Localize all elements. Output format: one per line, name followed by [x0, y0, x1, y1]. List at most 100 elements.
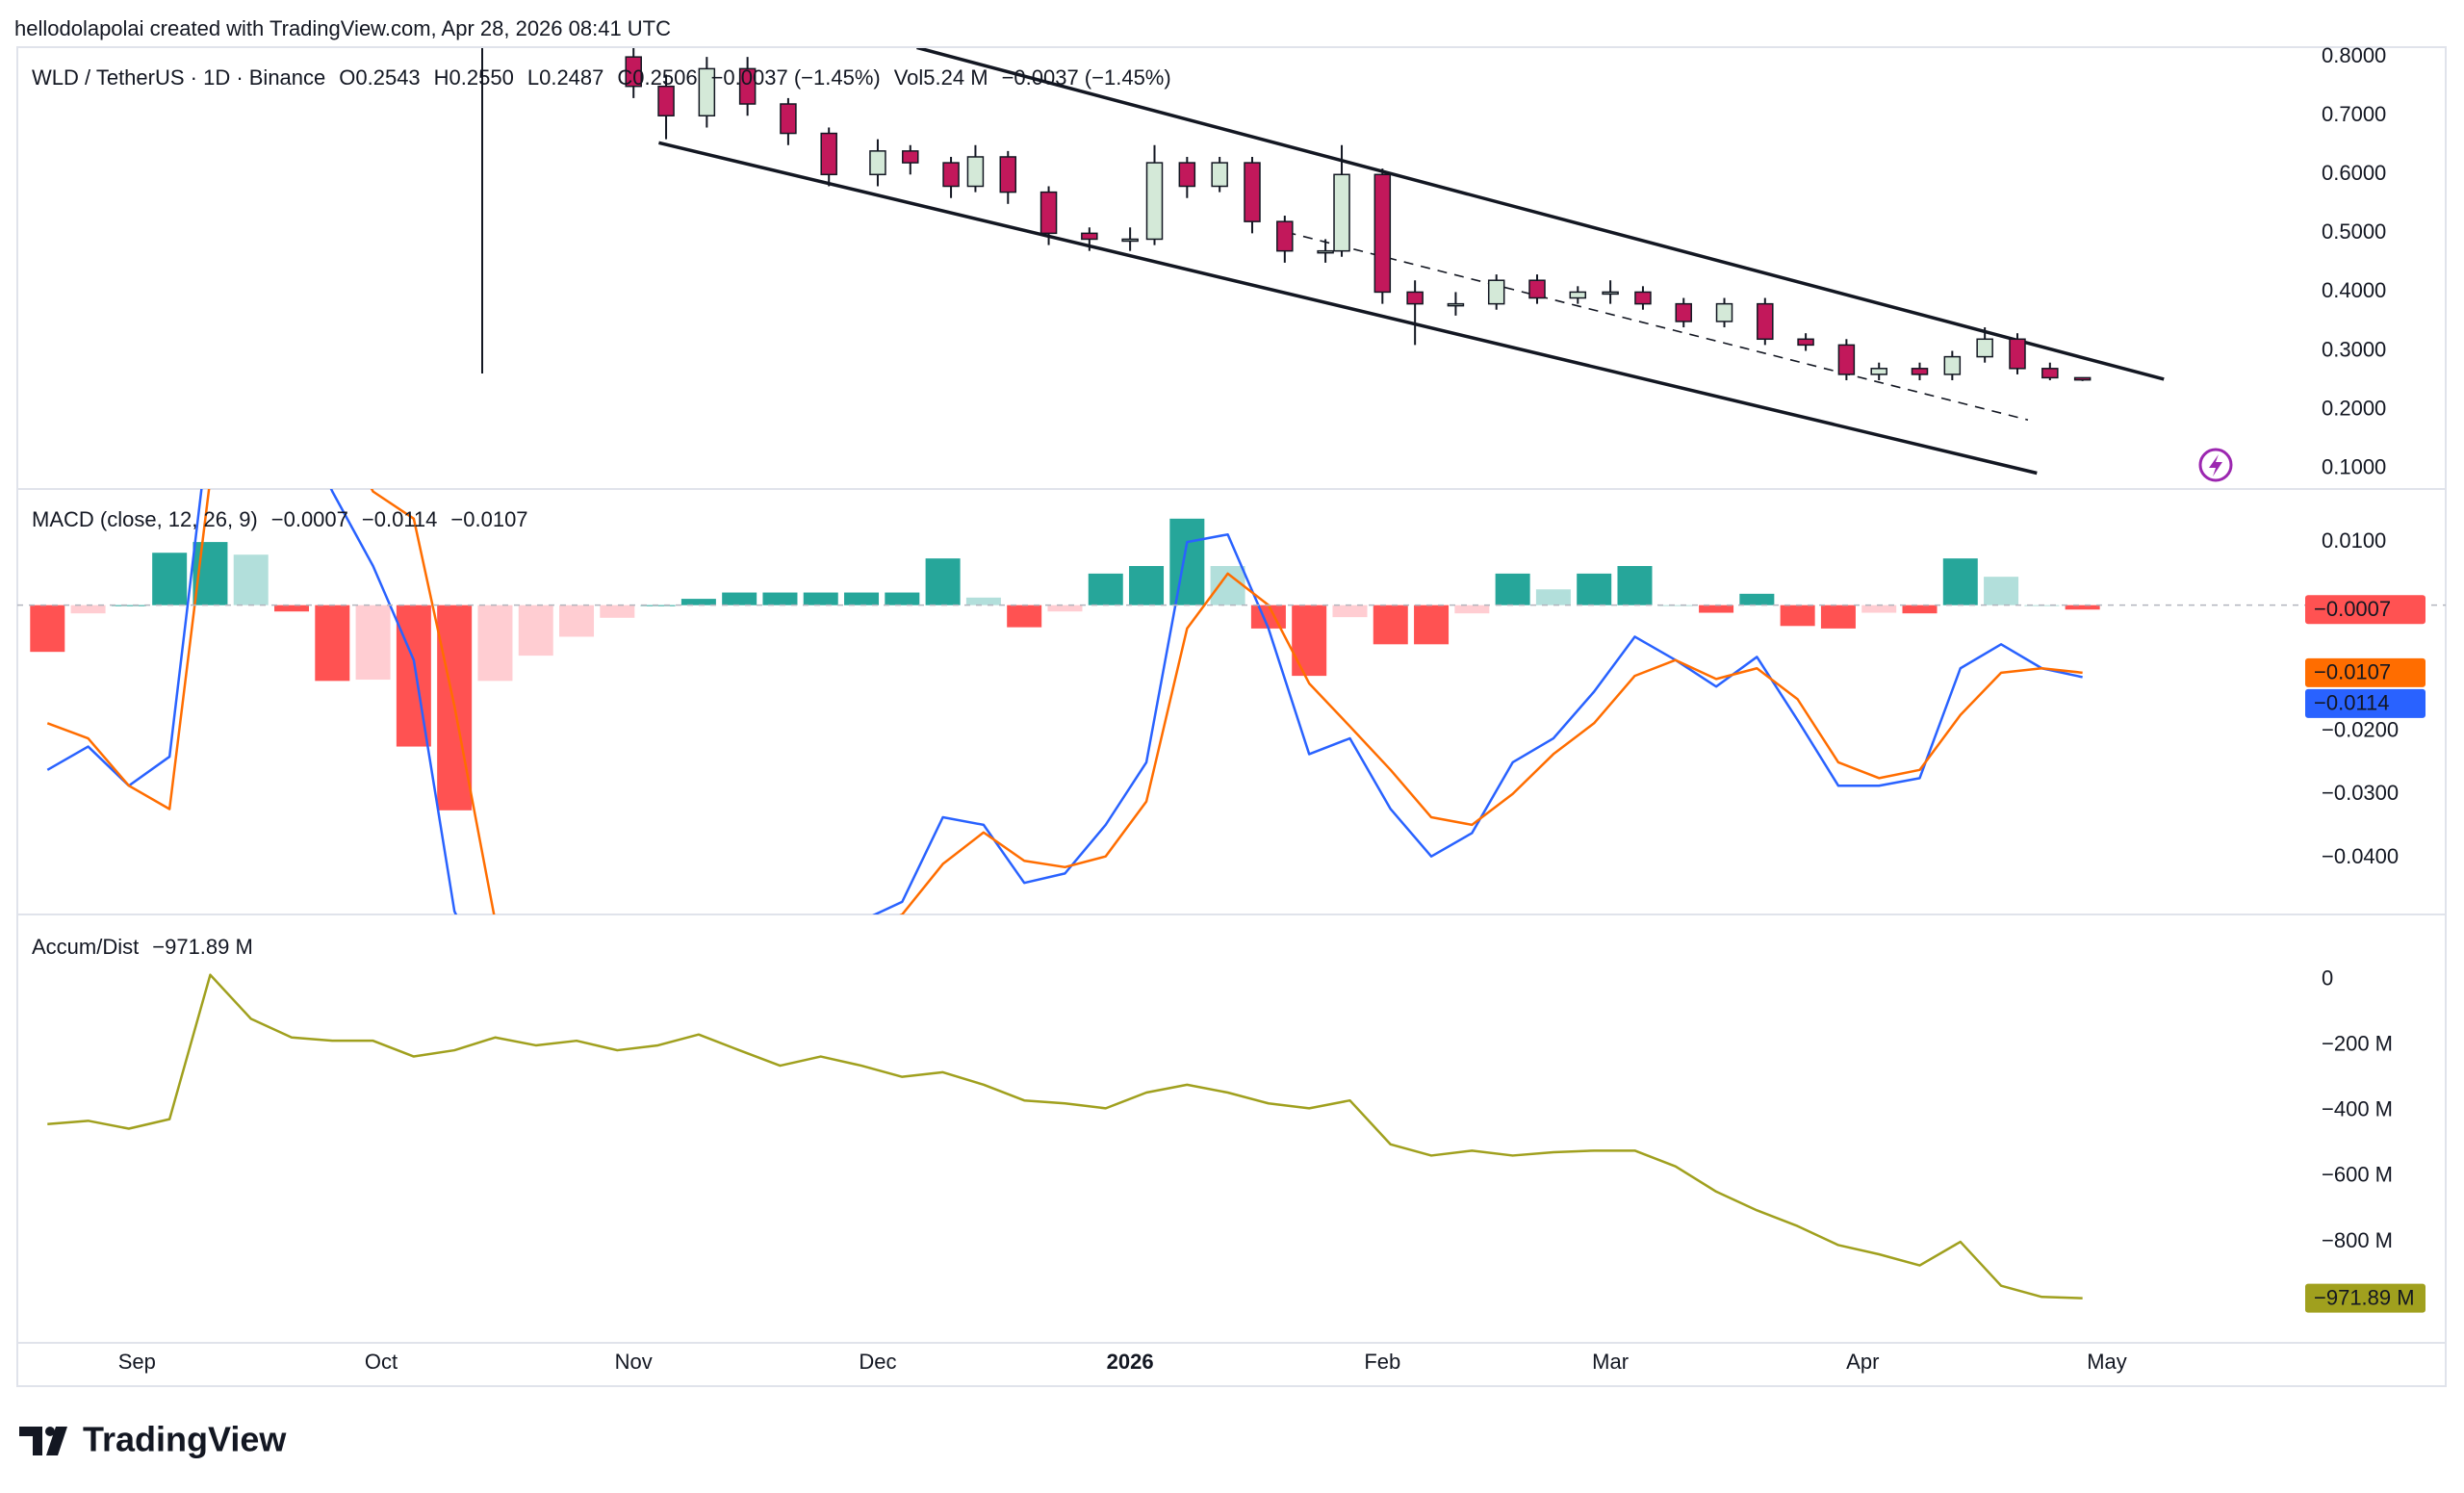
candle-body	[1145, 162, 1164, 241]
histogram-bar	[1454, 605, 1490, 614]
histogram-bar	[1088, 573, 1123, 605]
y-tick-label: −600 M	[2322, 1163, 2393, 1187]
x-tick-label: Oct	[365, 1350, 398, 1374]
candle-body	[1211, 162, 1228, 188]
trend-line	[916, 48, 2165, 381]
x-tick-label: Apr	[1846, 1350, 1879, 1374]
candle-body	[625, 56, 642, 88]
legend-text: Accum/Dist	[32, 935, 139, 959]
histogram-bar	[1332, 605, 1368, 618]
candle-body	[1569, 291, 1587, 299]
histogram-bar	[1495, 573, 1530, 605]
y-tick-label: 0.6000	[2322, 161, 2386, 185]
legend-text: L0.2487	[527, 65, 604, 90]
histogram-bar	[1577, 573, 1612, 605]
histogram-bar	[1250, 605, 1286, 629]
histogram-bar	[600, 605, 635, 618]
histogram-bar	[885, 592, 920, 605]
candle-body	[1634, 291, 1652, 305]
candle-body	[2009, 338, 2026, 370]
histogram-bar	[680, 599, 716, 605]
logo[interactable]: TradingView	[19, 1420, 287, 1459]
value-badge-label: −0.0114	[2314, 691, 2390, 715]
candle-body	[1406, 291, 1424, 305]
value-badge-label: −0.0007	[2314, 597, 2391, 621]
y-tick-label: 0.3000	[2322, 337, 2386, 361]
y-tick-label: 0.4000	[2322, 278, 2386, 302]
x-tick-label: Nov	[615, 1350, 653, 1374]
y-tick-label: 0.8000	[2322, 43, 2386, 67]
y-tick-label: 0.1000	[2322, 454, 2386, 478]
histogram-bar	[1414, 605, 1450, 645]
value-badge	[2305, 595, 2426, 625]
credit: hellodolapolai created with TradingView.…	[14, 16, 671, 40]
candle-body	[2073, 376, 2092, 381]
histogram-bar	[844, 592, 880, 605]
candle-body	[1317, 249, 1334, 254]
histogram-bar	[152, 553, 188, 605]
histogram-bar	[965, 597, 1001, 605]
candle-body	[869, 150, 886, 176]
histogram-bar	[1617, 566, 1653, 605]
value-badge	[2305, 688, 2426, 718]
histogram-bar	[1902, 605, 1938, 614]
histogram-bar	[1820, 605, 1856, 629]
histogram-bar	[477, 605, 513, 682]
histogram-bar	[1210, 566, 1245, 605]
value-badge-label: −0.0107	[2314, 660, 2391, 684]
legend-text: C0.2506	[617, 65, 697, 90]
histogram-bar	[1535, 589, 1571, 605]
y-tick-label: −0.0300	[2322, 781, 2399, 805]
candle-body	[1447, 302, 1465, 307]
histogram-bar	[70, 605, 106, 614]
candle-body	[657, 85, 675, 116]
histogram-bar	[111, 605, 146, 606]
legend-text: −0.0107	[450, 507, 527, 531]
candle-body	[780, 103, 797, 135]
legend-text: WLD / TetherUS · 1D · Binance	[32, 65, 325, 90]
histogram-bar	[1373, 605, 1408, 645]
candle-body	[999, 156, 1017, 193]
macd-pane	[30, 489, 2100, 914]
candle-body	[1244, 162, 1261, 222]
candle-body	[1797, 338, 1814, 347]
legend-text: −0.0114	[362, 507, 438, 531]
y-tick-label: −400 M	[2322, 1097, 2393, 1121]
legend-text: Vol5.24 M	[894, 65, 988, 90]
macd-line	[46, 489, 2083, 914]
histogram-bar	[233, 554, 269, 605]
histogram-bar	[1780, 605, 1815, 627]
legend-text: −0.0037 (−1.45%)	[711, 65, 881, 90]
x-tick-label: May	[2087, 1350, 2127, 1374]
value-badge-label: −971.89 M	[2314, 1285, 2415, 1309]
histogram-bar	[1739, 593, 1775, 605]
value-badge	[2305, 1283, 2426, 1313]
value-badge	[2305, 657, 2426, 687]
y-tick-label: 0.0100	[2322, 528, 2386, 553]
candle-body	[1373, 173, 1392, 294]
histogram-bar	[1129, 566, 1165, 605]
alert-icon[interactable]	[2198, 448, 2233, 482]
logo-text: TradingView	[83, 1420, 287, 1459]
histogram-bar	[518, 605, 553, 656]
candle-body	[902, 150, 919, 164]
histogram-bar	[396, 605, 431, 747]
histogram-bar	[1292, 605, 1327, 677]
candle-body	[1870, 368, 1887, 375]
candle-body	[1943, 355, 1962, 375]
y-tick-label: 0.5000	[2322, 219, 2386, 244]
candle-body	[698, 67, 716, 116]
ad-line	[47, 973, 2083, 1300]
histogram-bar	[1942, 558, 1978, 605]
histogram-bar	[355, 605, 391, 681]
histogram-bar	[1699, 605, 1734, 613]
x-tick-label: 2026	[1107, 1350, 1154, 1374]
price-pane	[625, 48, 2165, 476]
legend-text: −0.0007	[271, 507, 348, 531]
candle-body	[820, 132, 837, 176]
histogram-bar	[803, 592, 838, 605]
frame	[16, 46, 2447, 1387]
y-tick-label: −0.0200	[2322, 718, 2399, 742]
candle-body	[2041, 368, 2059, 379]
candle-body	[1276, 220, 1294, 252]
